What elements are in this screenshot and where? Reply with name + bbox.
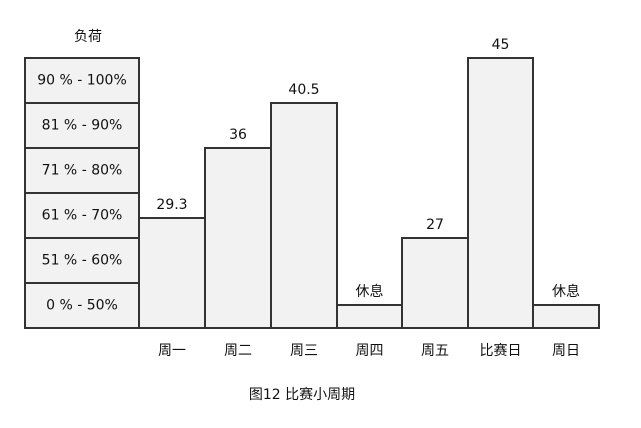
day-bar xyxy=(336,304,403,329)
day-label: 比赛日 xyxy=(480,343,522,359)
load-band-label: 81 % - 90% xyxy=(42,118,123,134)
load-band xyxy=(24,282,140,329)
caption: 图12 比赛小周期 xyxy=(249,387,355,403)
day-load-label: 45 xyxy=(492,37,510,53)
day-bar xyxy=(138,217,206,329)
day-bar xyxy=(270,102,338,329)
load-label: 负荷 xyxy=(74,29,102,45)
day-bar xyxy=(532,304,600,329)
day-label: 周一 xyxy=(158,343,186,359)
load-band xyxy=(24,102,140,149)
load-band-label: 51 % - 60% xyxy=(42,253,123,269)
day-load-label: 36 xyxy=(229,127,247,143)
load-band xyxy=(24,57,140,104)
day-label: 周二 xyxy=(224,343,252,359)
day-load-label: 27 xyxy=(426,217,444,233)
day-bar xyxy=(467,57,534,329)
load-band-label: 90 % - 100% xyxy=(37,73,127,89)
day-load-label: 29.3 xyxy=(156,197,187,213)
load-band xyxy=(24,192,140,239)
day-label: 周日 xyxy=(552,343,580,359)
day-load-label: 40.5 xyxy=(288,82,319,98)
day-bar xyxy=(204,147,272,329)
day-label: 周五 xyxy=(421,343,449,359)
load-band-label: 71 % - 80% xyxy=(42,163,123,179)
day-load-label: 休息 xyxy=(356,283,384,300)
load-band-label: 61 % - 70% xyxy=(42,208,123,224)
day-load-label: 休息 xyxy=(552,283,580,300)
load-band-label: 0 % - 50% xyxy=(46,298,118,314)
day-label: 周三 xyxy=(290,343,318,359)
day-label: 周四 xyxy=(356,343,384,359)
day-bar xyxy=(401,237,469,329)
